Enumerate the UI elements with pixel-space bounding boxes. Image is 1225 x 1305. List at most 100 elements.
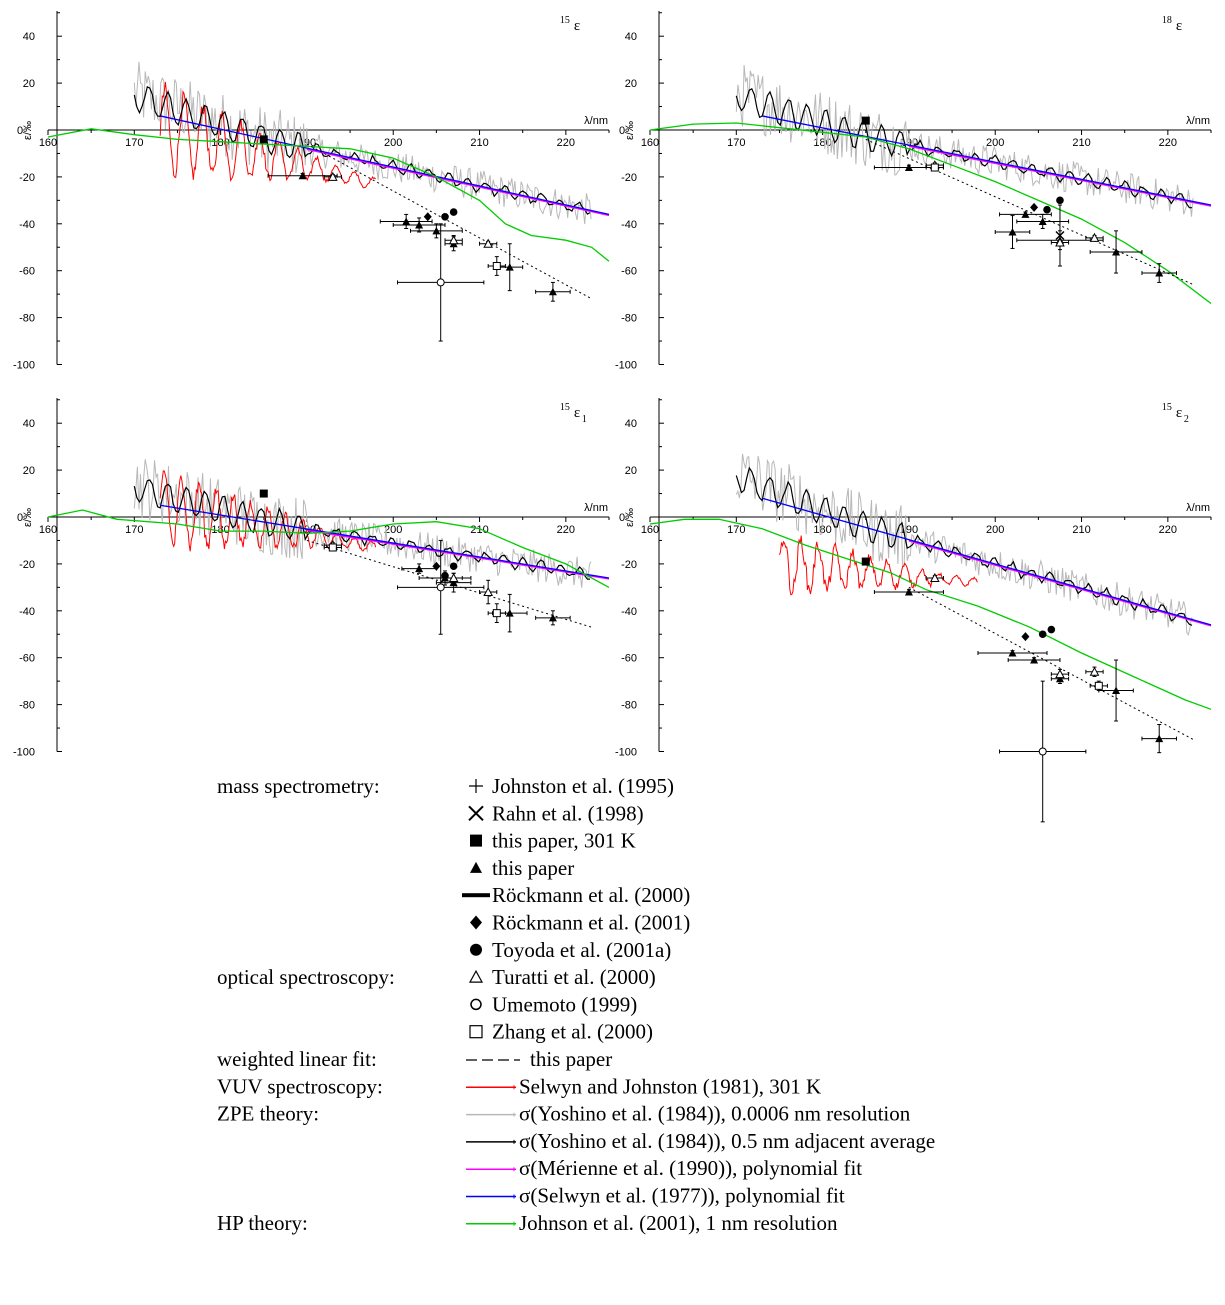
marker-umemoto [436, 278, 445, 287]
panel-label-subscript: 2 [1184, 414, 1189, 425]
marker-turatti [1089, 232, 1100, 242]
legend-category: HP theory: [217, 1211, 308, 1235]
series-johnson-hp [47, 509, 610, 588]
series-selwyn-johnston [779, 535, 978, 596]
legend-entry-label: σ(Yoshino et al. (1984)), 0.0006 nm reso… [519, 1102, 911, 1126]
legend-category: ZPE theory: [217, 1102, 319, 1126]
marker-turatti [929, 572, 940, 582]
series-weighted-fit [306, 143, 592, 300]
y-tick-label: -60 [621, 653, 637, 665]
y-tick-label: -80 [19, 700, 35, 712]
open-triangle-icon [468, 969, 484, 983]
x-tick-label: 210 [470, 137, 488, 149]
x-tick-label: 220 [557, 524, 575, 536]
series-selwyn-johnston [159, 81, 376, 189]
marker-this-paper [298, 171, 307, 180]
x-tick-label: 200 [986, 524, 1004, 536]
marker-this-paper-301K [259, 489, 268, 498]
marker-this-paper [904, 588, 913, 596]
marker-this-paper-301K [861, 557, 870, 566]
legend: mass spectrometry: Johnston et al. (1995)… [217, 774, 935, 1235]
x-tick-label: 160 [39, 524, 57, 536]
marker-this-paper [402, 217, 411, 225]
y-tick-label: -20 [19, 172, 35, 184]
open-square-icon [469, 1025, 483, 1039]
series-weighted-fit [908, 586, 1194, 741]
y-tick-label: 20 [23, 465, 35, 477]
marker-this-paper [1008, 649, 1017, 657]
marker-zhang [930, 163, 939, 172]
series-johnson-hp [649, 518, 1212, 710]
y-tick-label: -80 [19, 313, 35, 325]
marker-this-paper [548, 287, 557, 296]
legend-category: VUV spectroscopy: [217, 1074, 383, 1098]
legend-entry-label: this paper [530, 1047, 612, 1071]
open-circle-icon [470, 998, 482, 1011]
marker-toyoda [1043, 205, 1051, 214]
legend-entry-label: this paper [492, 856, 574, 880]
legend-entry-label: this paper, 301 K [492, 829, 636, 853]
panel-label-main: ε [1176, 405, 1182, 421]
filled-circle-icon [470, 943, 482, 956]
marker-this-paper [1021, 210, 1030, 218]
series-selwyn1977-fit [762, 115, 1212, 206]
legend-entry-label: Umemoto (1999) [492, 992, 637, 1016]
x-tick-label: 200 [384, 524, 402, 536]
marker-toyoda [449, 208, 458, 216]
marker-this-paper [449, 578, 458, 587]
panel-label-main: ε [574, 405, 580, 421]
plus-icon [469, 779, 483, 793]
cross-icon [468, 805, 484, 822]
marker-this-paper-301K [861, 116, 870, 125]
x-tick-label: 220 [1159, 524, 1177, 536]
marker-toyoda [441, 571, 449, 580]
legend-entry-label: σ(Mérienne et al. (1990)), polynomial fi… [519, 1156, 862, 1180]
x-axis-label: λ/nm [1186, 115, 1210, 127]
y-tick-label: -40 [19, 606, 35, 618]
marker-toyoda [1047, 625, 1056, 634]
y-axis-label: ε/‰ [624, 121, 636, 140]
marker-rahn [1055, 230, 1065, 241]
legend-category: optical spectroscopy: [217, 965, 395, 989]
y-axis-label: ε/‰ [624, 508, 636, 527]
series-merienne-fit [908, 540, 1212, 627]
legend-entry-label: Rahn et al. (1998) [492, 801, 644, 825]
x-tick-label: 220 [1159, 137, 1177, 149]
marker-this-paper [1055, 674, 1064, 683]
legend-entry-label: Röckmann et al. (2000) [492, 883, 690, 907]
y-tick-label: -40 [621, 606, 637, 618]
y-tick-label: 0 [17, 125, 23, 137]
y-tick-label: 40 [625, 31, 637, 43]
marker-this-paper-301K [259, 135, 268, 144]
marker-this-paper [1155, 734, 1164, 743]
legend-category: mass spectrometry: [217, 774, 380, 798]
marker-this-paper [1038, 217, 1047, 225]
x-tick-label: 220 [557, 137, 575, 149]
marker-toyoda [1056, 196, 1064, 205]
marker-toyoda [1038, 630, 1047, 639]
marker-toyoda [449, 562, 458, 571]
legend-category: weighted linear fit: [217, 1047, 377, 1071]
legend-entry-label: Toyoda et al. (2001a) [492, 938, 671, 962]
y-tick-label: -20 [19, 559, 35, 571]
y-tick-label: 20 [625, 465, 637, 477]
y-tick-label: 40 [23, 31, 35, 43]
y-tick-label: -60 [19, 653, 35, 665]
series-yoshino-avg [735, 87, 1193, 209]
series-yoshino-fine [133, 61, 592, 225]
y-tick-label: -80 [621, 700, 637, 712]
marker-rockmann2001 [1021, 632, 1030, 642]
marker-this-paper [505, 263, 514, 271]
x-tick-label: 160 [641, 524, 659, 536]
thick-bar-icon [462, 893, 490, 898]
marker-umemoto [1038, 747, 1047, 756]
marker-this-paper [904, 163, 913, 172]
x-axis-label: λ/nm [584, 115, 608, 127]
marker-turatti [448, 572, 459, 582]
panel-label-main: ε [574, 18, 580, 34]
panel-label-main: ε [1176, 18, 1182, 34]
